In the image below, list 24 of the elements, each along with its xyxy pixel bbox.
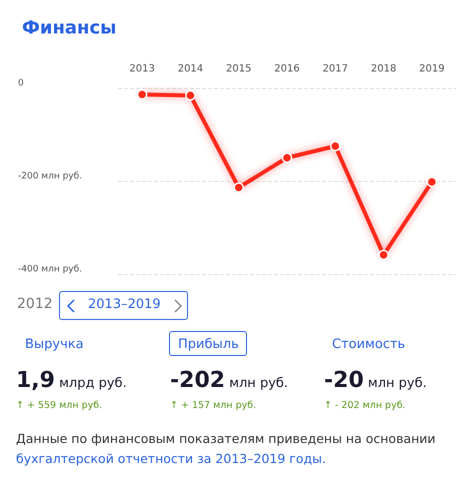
x-tick-label: 2015 <box>226 64 252 74</box>
text: Стоимость <box>332 337 406 352</box>
text: -202 млн руб. <box>170 368 288 393</box>
text: ↑ + 559 млн руб. <box>16 400 102 411</box>
x-tick-label: 2018 <box>370 64 396 74</box>
text: 2012 <box>17 296 53 312</box>
text: ↑ - 202 млн руб. <box>324 400 406 411</box>
y-tick-label: 0 <box>18 78 24 88</box>
text: 1,9 млрд руб. <box>16 368 127 393</box>
chart-title: Финансы <box>22 18 116 38</box>
x-tick-label: 2017 <box>322 64 348 74</box>
text: Данные по финансовым показателям приведены на основании <box>16 431 436 446</box>
text: ↑ + 157 млн руб. <box>170 400 256 411</box>
text: -20 млн руб. <box>324 368 427 393</box>
text: Выручка <box>25 337 84 352</box>
x-tick-label: 2016 <box>274 64 300 74</box>
text: Прибыль <box>178 337 239 352</box>
x-tick-label: 2019 <box>419 64 445 74</box>
x-tick-label: 2013 <box>129 64 155 74</box>
y-tick-label: -400 млн руб. <box>18 264 82 274</box>
y-tick-label: -200 млн руб. <box>18 172 82 182</box>
x-tick-label: 2014 <box>178 64 204 74</box>
text: 2013–2019 <box>88 297 161 312</box>
text: бухгалтерской отчетности за 2013–2019 годы. <box>16 451 326 466</box>
